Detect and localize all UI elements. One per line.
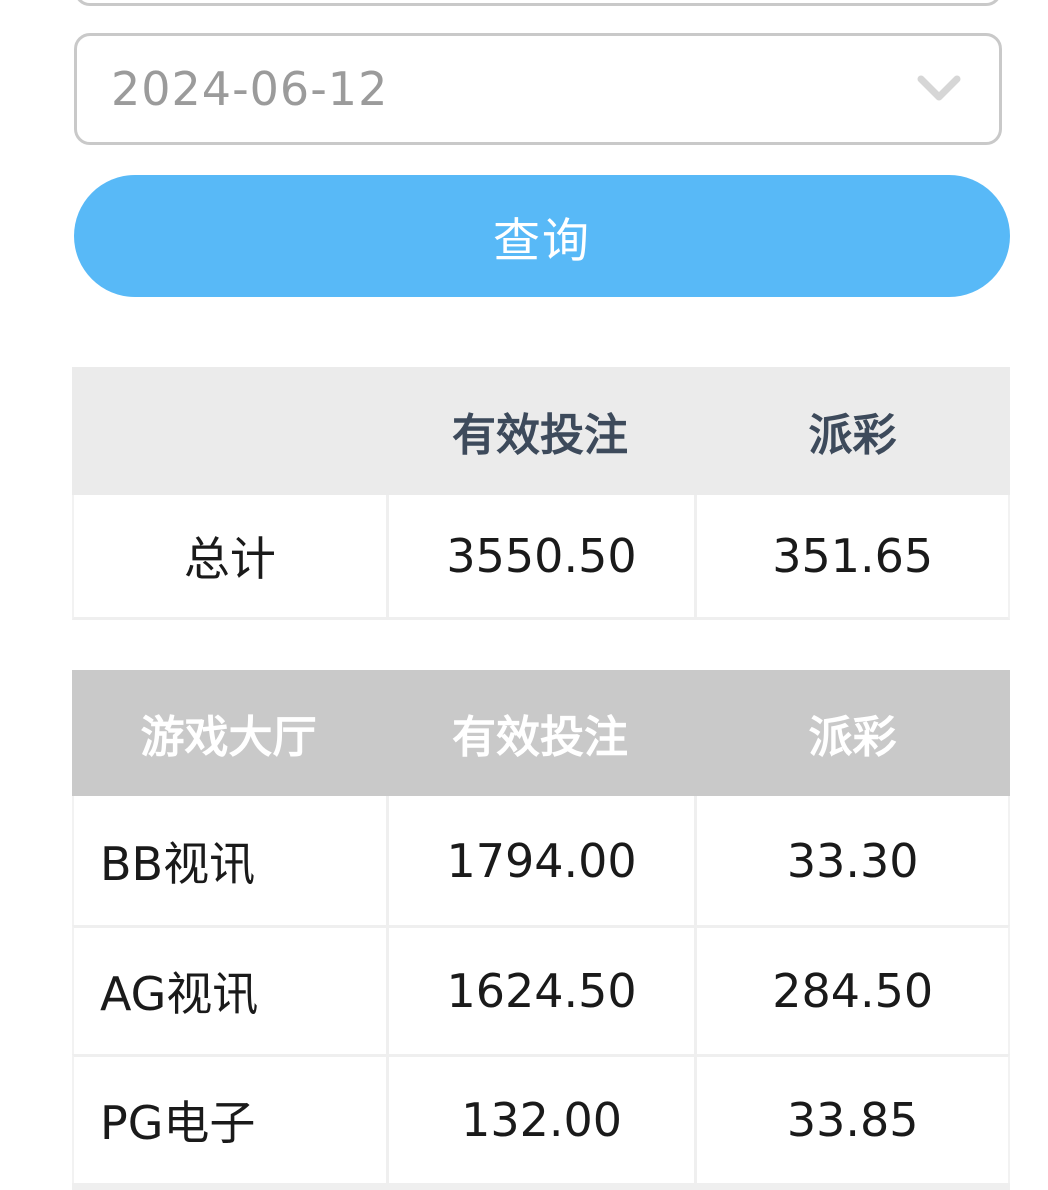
table-row-bb: BB视讯 1794.00 33.30 <box>72 796 1010 925</box>
query-button[interactable]: 查询 <box>74 175 1010 297</box>
row-valid-bets: 132.00 <box>385 1057 695 1183</box>
row-valid-bets: 1794.00 <box>385 796 695 925</box>
game-hall-table-header: 游戏大厅 有效投注 派彩 <box>72 670 1010 796</box>
row-label: BB视讯 <box>100 836 256 891</box>
detail-header-payout: 派彩 <box>808 712 897 763</box>
row-payout: 284.50 <box>694 928 1008 1054</box>
summary-table: 有效投注 派彩 总计 3550.50 351.65 <box>72 367 1010 620</box>
row-payout: 33.85 <box>694 1057 1008 1183</box>
summary-table-row-total: 总计 3550.50 351.65 <box>72 495 1010 620</box>
summary-total-payout: 351.65 <box>694 495 1008 617</box>
detail-header-valid-bets: 有效投注 <box>452 712 628 763</box>
row-label: AG视讯 <box>100 967 259 1021</box>
table-row-ag: AG视讯 1624.50 284.50 <box>72 925 1010 1054</box>
summary-header-blank <box>72 367 385 495</box>
date-select-value: 2024-06-12 <box>111 62 389 116</box>
summary-header-valid-bets: 有效投注 <box>452 410 628 461</box>
date-select[interactable]: 2024-06-12 <box>74 33 1002 145</box>
summary-table-header: 有效投注 派彩 <box>72 367 1010 495</box>
summary-total-label: 总计 <box>183 532 276 586</box>
summary-total-valid-bets: 3550.50 <box>385 495 695 617</box>
row-payout: 33.30 <box>694 796 1008 925</box>
row-valid-bets: 1624.50 <box>385 928 695 1054</box>
chevron-down-icon <box>917 75 961 101</box>
game-hall-table: 游戏大厅 有效投注 派彩 BB视讯 1794.00 33.30 AG视讯 162… <box>72 670 1010 1190</box>
previous-select-partial[interactable] <box>74 0 1002 6</box>
table-row-pg: PG电子 132.00 33.85 <box>72 1054 1010 1183</box>
summary-header-payout: 派彩 <box>808 410 897 461</box>
detail-header-game-hall: 游戏大厅 <box>140 712 317 763</box>
row-label: PG电子 <box>100 1096 256 1150</box>
